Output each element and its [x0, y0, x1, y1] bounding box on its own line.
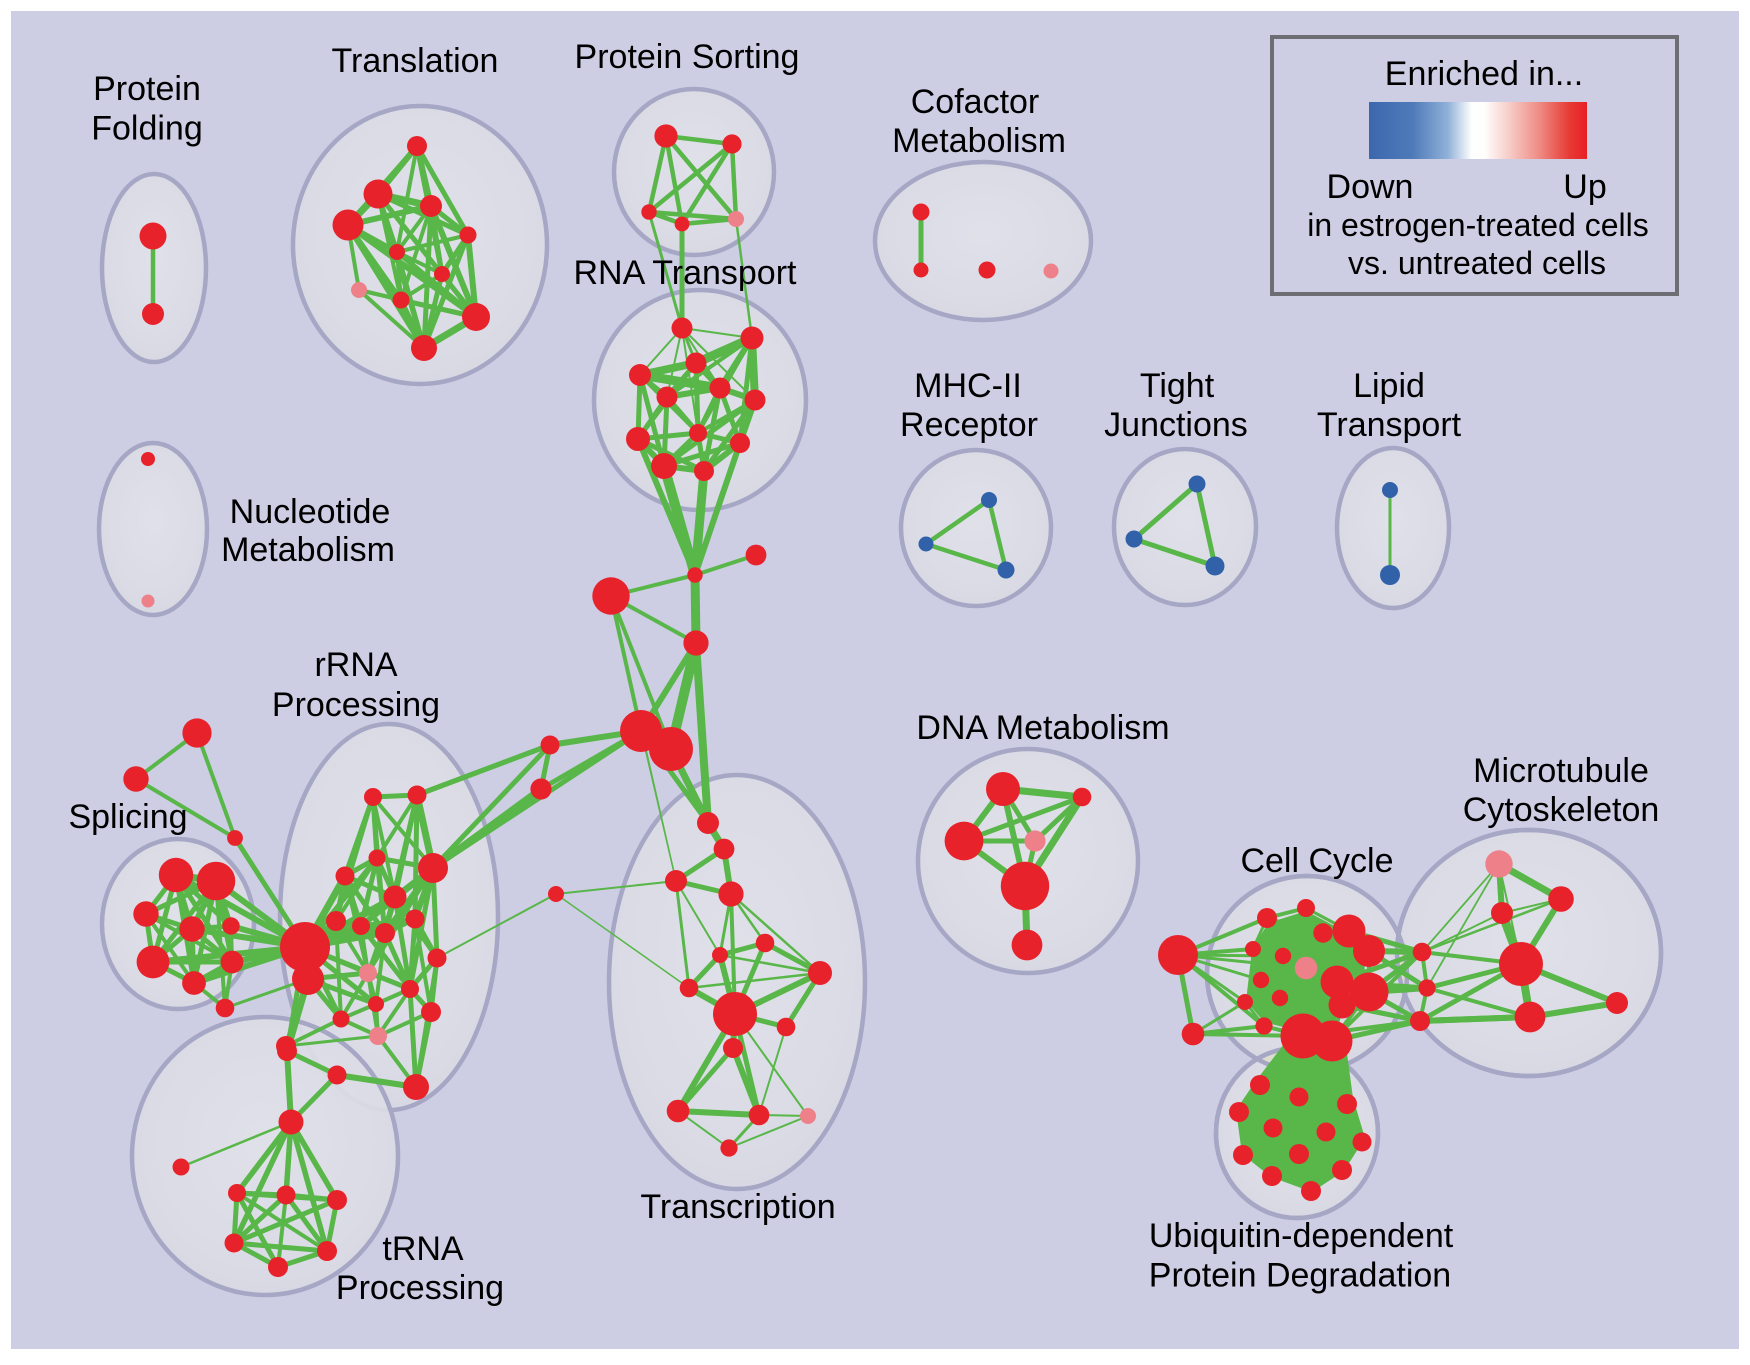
svg-text:Lipid: Lipid	[1353, 367, 1425, 405]
svg-text:Transport: Transport	[1317, 406, 1462, 444]
svg-text:Processing: Processing	[272, 686, 440, 724]
svg-text:Cell Cycle: Cell Cycle	[1240, 842, 1393, 880]
svg-text:Ubiquitin-dependent: Ubiquitin-dependent	[1149, 1217, 1454, 1255]
svg-text:Processing: Processing	[336, 1269, 504, 1307]
svg-text:Junctions: Junctions	[1104, 406, 1248, 444]
svg-text:Nucleotide: Nucleotide	[230, 493, 391, 531]
svg-text:Tight: Tight	[1140, 367, 1215, 405]
svg-text:Protein Degradation: Protein Degradation	[1149, 1257, 1451, 1295]
svg-text:Receptor: Receptor	[900, 406, 1038, 444]
svg-text:Folding: Folding	[91, 110, 203, 148]
svg-text:Up: Up	[1563, 168, 1606, 206]
svg-text:Metabolism: Metabolism	[221, 531, 395, 569]
svg-text:RNA Transport: RNA Transport	[574, 254, 798, 292]
svg-text:Transcription: Transcription	[640, 1188, 835, 1226]
svg-text:vs. untreated cells: vs. untreated cells	[1348, 245, 1606, 281]
svg-text:DNA Metabolism: DNA Metabolism	[916, 709, 1169, 747]
svg-text:Translation: Translation	[332, 42, 499, 80]
svg-text:Cytoskeleton: Cytoskeleton	[1463, 791, 1660, 829]
svg-text:MHC-II: MHC-II	[914, 367, 1022, 405]
svg-text:Protein Sorting: Protein Sorting	[575, 38, 800, 76]
svg-text:Cofactor: Cofactor	[911, 83, 1040, 121]
svg-text:Down: Down	[1327, 168, 1414, 206]
svg-text:in estrogen-treated cells: in estrogen-treated cells	[1307, 207, 1649, 243]
svg-text:Microtubule: Microtubule	[1473, 752, 1649, 790]
svg-text:Protein: Protein	[93, 70, 201, 108]
svg-text:Splicing: Splicing	[68, 798, 187, 836]
svg-text:tRNA: tRNA	[382, 1230, 464, 1268]
svg-text:Metabolism: Metabolism	[892, 122, 1066, 160]
svg-text:Enriched in...: Enriched in...	[1385, 55, 1583, 93]
svg-text:rRNA: rRNA	[314, 646, 397, 684]
